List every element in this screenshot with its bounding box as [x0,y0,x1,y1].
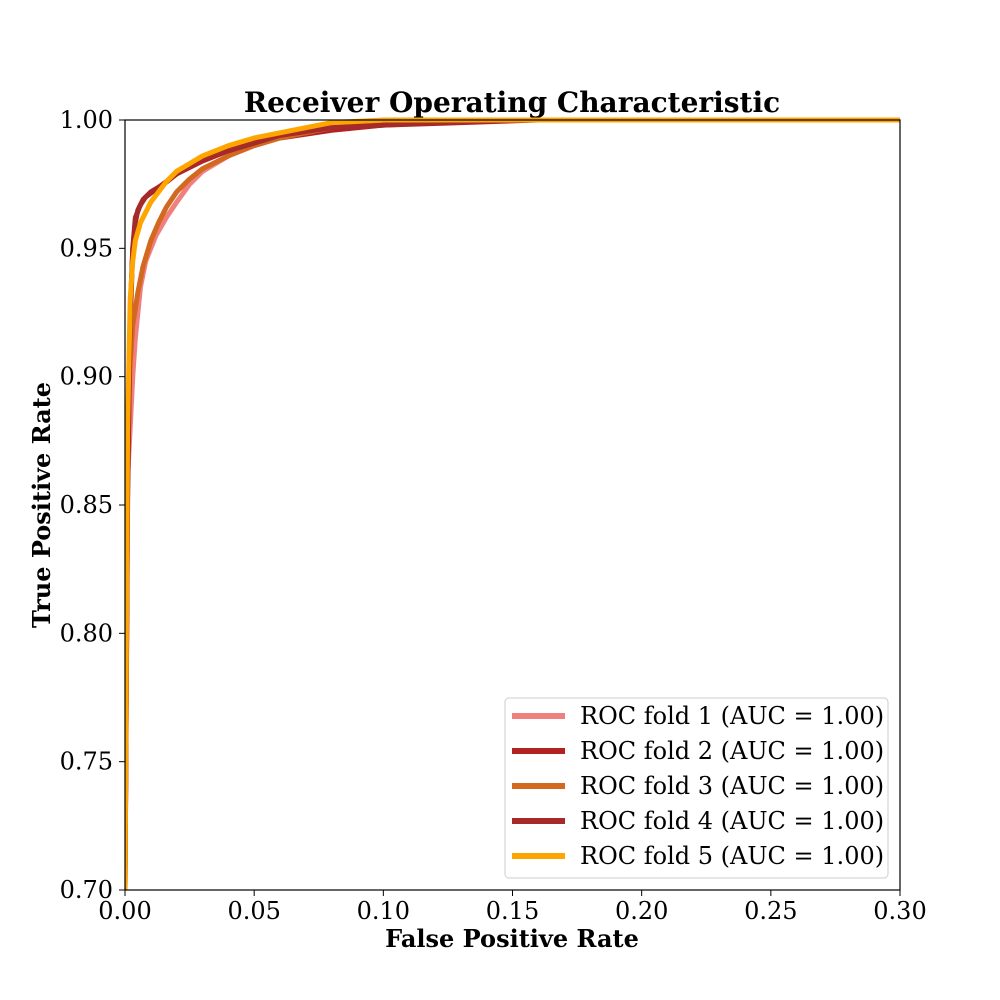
y-tick-label: 0.70 [60,876,113,904]
legend-label-fold-2: ROC fold 2 (AUC = 1.00) [580,737,884,765]
y-tick-label: 0.75 [60,748,113,776]
y-tick-label: 0.95 [60,234,113,262]
series-layer [125,117,900,890]
legend-label-fold-5: ROC fold 5 (AUC = 1.00) [580,842,884,870]
x-tick-label: 0.15 [486,897,539,925]
legend-box [504,697,889,879]
x-tick-label: 0.10 [357,897,410,925]
y-axis-label: True Positive Rate [27,382,56,628]
legend: ROC fold 1 (AUC = 1.00) ROC fold 2 (AUC =… [504,697,889,879]
x-tick-label: 0.25 [744,897,797,925]
x-tick-label: 0.00 [98,897,151,925]
chart-title: Receiver Operating Characteristic [244,86,780,119]
x-axis-ticks: 0.00 0.05 0.10 0.15 0.20 0.25 0.30 [98,890,927,925]
legend-items: ROC fold 1 (AUC = 1.00) ROC fold 2 (AUC =… [512,702,884,870]
x-tick-label: 0.30 [873,897,926,925]
roc-curve-fold-5 [125,117,900,890]
x-tick-label: 0.05 [227,897,280,925]
x-axis-label: False Positive Rate [385,924,639,953]
legend-label-fold-3: ROC fold 3 (AUC = 1.00) [580,772,884,800]
x-tick-label: 0.20 [615,897,668,925]
y-tick-label: 0.85 [60,491,113,519]
legend-label-fold-4: ROC fold 4 (AUC = 1.00) [580,807,884,835]
y-tick-label: 0.90 [60,363,113,391]
y-tick-label: 0.80 [60,619,113,647]
y-tick-label: 1.00 [60,106,113,134]
legend-label-fold-1: ROC fold 1 (AUC = 1.00) [580,702,884,730]
y-axis-ticks: 0.70 0.75 0.80 0.85 0.90 0.95 1.00 [60,106,125,904]
